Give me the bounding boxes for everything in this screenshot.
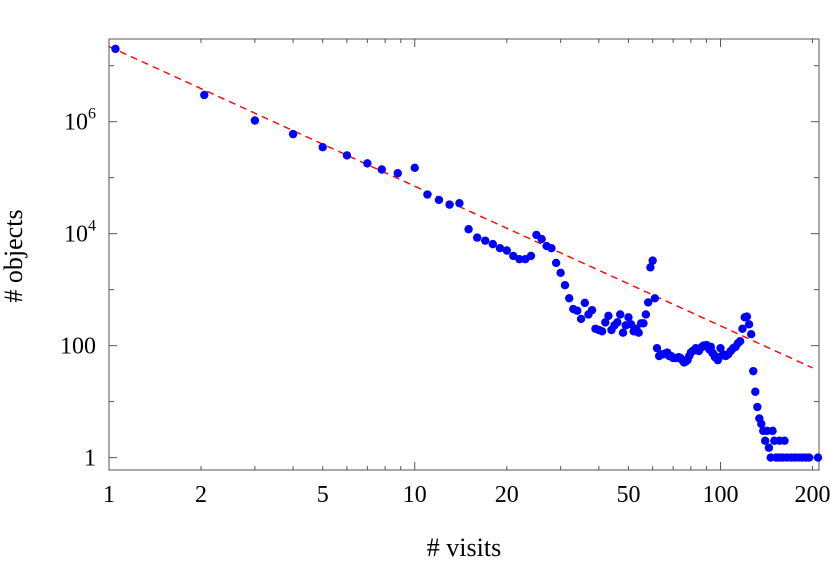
x-tick-label: 100 [702, 482, 738, 508]
data-point [738, 324, 747, 333]
y-tick-exponent: 6 [88, 106, 96, 123]
power-law-fit-line [108, 45, 813, 369]
y-tick-exponent: 4 [88, 218, 96, 235]
data-point [547, 243, 556, 253]
x-tick-label: 10 [403, 482, 427, 508]
data-point [537, 234, 546, 244]
data-point [393, 169, 402, 178]
data-point [551, 258, 561, 268]
data-point [342, 151, 352, 160]
data-point [464, 225, 473, 234]
x-axis-title: # visits [427, 533, 501, 562]
data-point [624, 313, 633, 322]
data-point [648, 256, 657, 265]
x-tick-labels: 1 2 5 10 20 50 100 200 [103, 482, 830, 508]
data-point [377, 165, 386, 174]
x-tick-label: 200 [795, 482, 830, 508]
data-point [250, 116, 260, 125]
data-point [434, 195, 444, 205]
data-point [646, 263, 655, 272]
data-point [580, 298, 590, 308]
data-point [288, 129, 298, 139]
data-point [804, 453, 814, 462]
y-tick-labels: 1 100 104 106 [60, 106, 96, 472]
data-point [780, 436, 789, 445]
data-point [502, 246, 511, 255]
x-tick-label: 20 [495, 482, 519, 508]
data-point [757, 419, 766, 429]
data-point [639, 319, 648, 328]
data-point [641, 310, 651, 319]
data-point [764, 443, 774, 452]
data-point [587, 305, 597, 315]
y-axis-title: # objects [0, 209, 28, 302]
x-tick-label: 1 [103, 482, 115, 508]
data-point [749, 366, 758, 376]
data-point [564, 294, 574, 303]
data-point [318, 143, 327, 152]
data-point [488, 239, 497, 249]
data-point [735, 336, 745, 346]
y-tick-label: 100 [60, 334, 96, 360]
plot-frame [108, 38, 820, 471]
data-point [509, 251, 518, 261]
data-point [423, 190, 432, 199]
x-tick-label: 50 [616, 482, 640, 508]
data-point [746, 329, 756, 339]
data-point [200, 90, 209, 100]
data-point [455, 198, 464, 208]
data-point [613, 318, 622, 327]
data-point [650, 294, 660, 303]
data-point [111, 44, 120, 54]
data-point [760, 436, 770, 445]
data-point [601, 318, 610, 327]
x-tick-label: 2 [195, 482, 207, 508]
data-point [472, 233, 482, 242]
data-point [652, 343, 662, 353]
data-point [634, 328, 643, 337]
data-point [597, 327, 607, 336]
data-point [495, 243, 505, 253]
data-point [744, 320, 754, 329]
data-point [751, 387, 760, 396]
data-point [753, 402, 762, 412]
data-point [445, 200, 454, 209]
data-points [111, 44, 823, 462]
data-point [576, 314, 586, 324]
data-point [515, 254, 524, 264]
data-point [526, 251, 536, 261]
data-point [618, 328, 628, 337]
data-point [410, 163, 419, 173]
data-point [556, 268, 565, 277]
data-point [573, 306, 582, 315]
data-point [616, 310, 625, 319]
data-point [363, 159, 372, 168]
data-point [742, 312, 752, 321]
x-tick-label: 5 [317, 482, 329, 508]
fit-line-group [108, 45, 813, 369]
data-point [768, 426, 777, 436]
data-point [560, 281, 570, 290]
data-point [604, 311, 613, 321]
data-point [643, 298, 653, 307]
y-tick-label: 1 [84, 446, 96, 472]
y-tick-label: 104 [64, 218, 96, 248]
data-point [813, 453, 823, 462]
y-tick-label: 106 [64, 106, 96, 136]
data-point [480, 236, 490, 245]
axis-ticks [108, 39, 819, 470]
